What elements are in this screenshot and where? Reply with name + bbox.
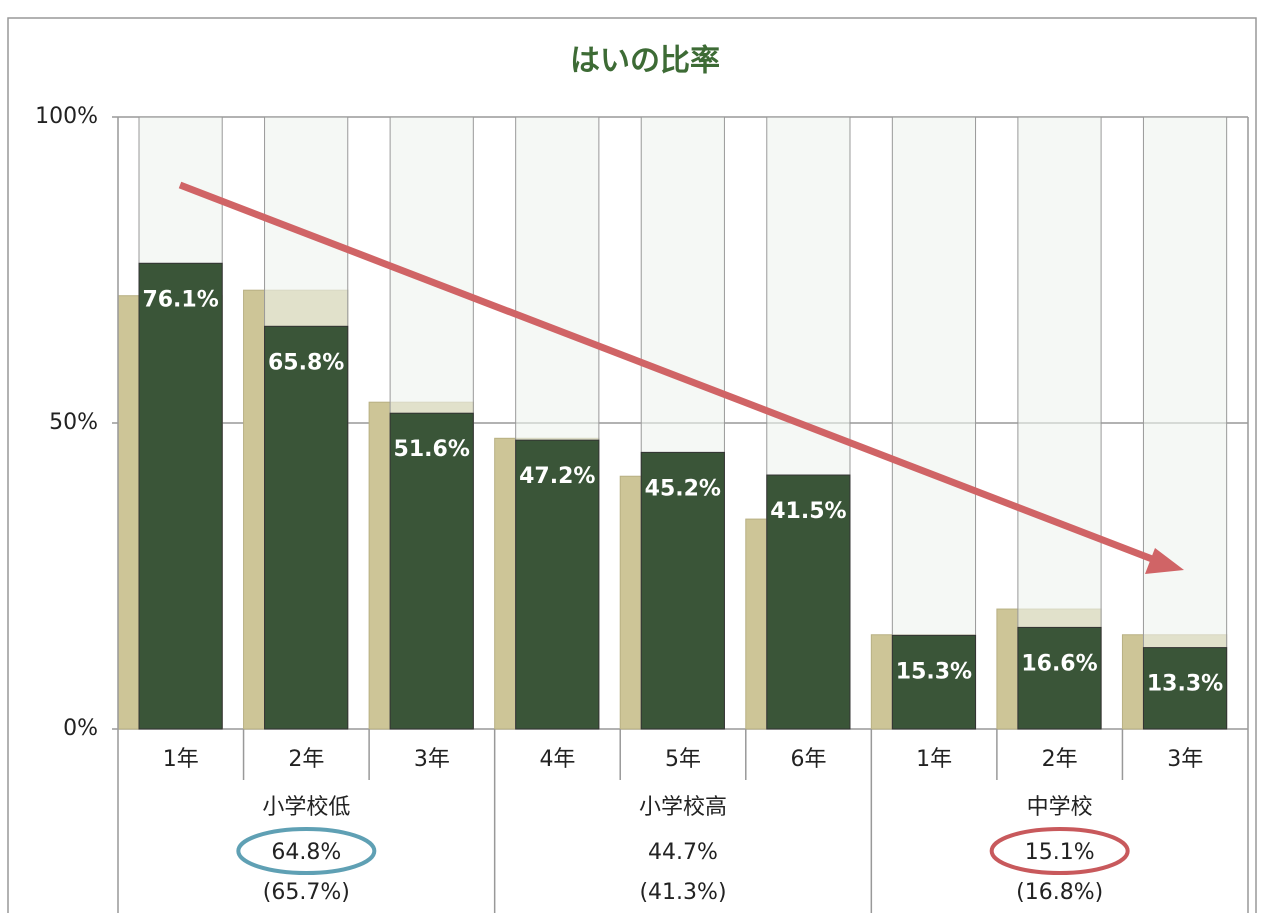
background-column (891, 116, 977, 730)
group-prev-value: (16.8%) (1016, 880, 1103, 905)
bar (515, 439, 600, 730)
y-tick-label: 100% (35, 104, 98, 129)
bar (766, 474, 851, 730)
background-column (1142, 116, 1228, 730)
group-prev-value: (65.7%) (263, 880, 350, 905)
x-tick-label: 2年 (1042, 747, 1078, 772)
trend-arrow-head (1145, 548, 1184, 574)
data-label: 15.3% (896, 659, 972, 684)
highlight-ellipse (236, 827, 377, 875)
x-tick-label: 4年 (539, 747, 575, 772)
y-tick-label: 0% (63, 716, 98, 741)
bar (1142, 647, 1228, 730)
group-value: 44.7% (648, 840, 718, 865)
y-tick-label: 50% (49, 410, 98, 435)
x-tick-label: 6年 (791, 747, 827, 772)
x-tick-label: 5年 (665, 747, 701, 772)
bar (1017, 626, 1102, 730)
data-label: 76.1% (142, 287, 218, 312)
group-value: 64.8% (271, 840, 341, 865)
group-label: 中学校 (1027, 795, 1093, 820)
group-label: 小学校低 (262, 795, 350, 820)
data-label: 16.6% (1021, 651, 1097, 676)
x-tick-label: 3年 (414, 747, 450, 772)
x-tick-label: 1年 (163, 747, 199, 772)
data-label: 45.2% (645, 476, 721, 501)
x-tick-label: 2年 (288, 747, 324, 772)
highlight-ellipse (989, 827, 1130, 875)
bar (640, 451, 725, 730)
x-tick-label: 3年 (1167, 747, 1203, 772)
group-label: 小学校高 (639, 795, 727, 820)
trend-arrow-shaft (178, 181, 1162, 566)
bar (891, 634, 977, 730)
data-label: 47.2% (519, 464, 595, 489)
data-label: 51.6% (394, 437, 470, 462)
data-label: 65.8% (268, 350, 344, 375)
bar (389, 412, 474, 730)
data-label: 41.5% (770, 499, 846, 524)
bar (264, 325, 349, 730)
group-value: 15.1% (1025, 840, 1095, 865)
group-prev-value: (41.3%) (639, 880, 726, 905)
data-label: 13.3% (1147, 672, 1223, 697)
chart-title: はいの比率 (570, 44, 720, 79)
bar (138, 262, 223, 730)
x-tick-label: 1年 (916, 747, 952, 772)
